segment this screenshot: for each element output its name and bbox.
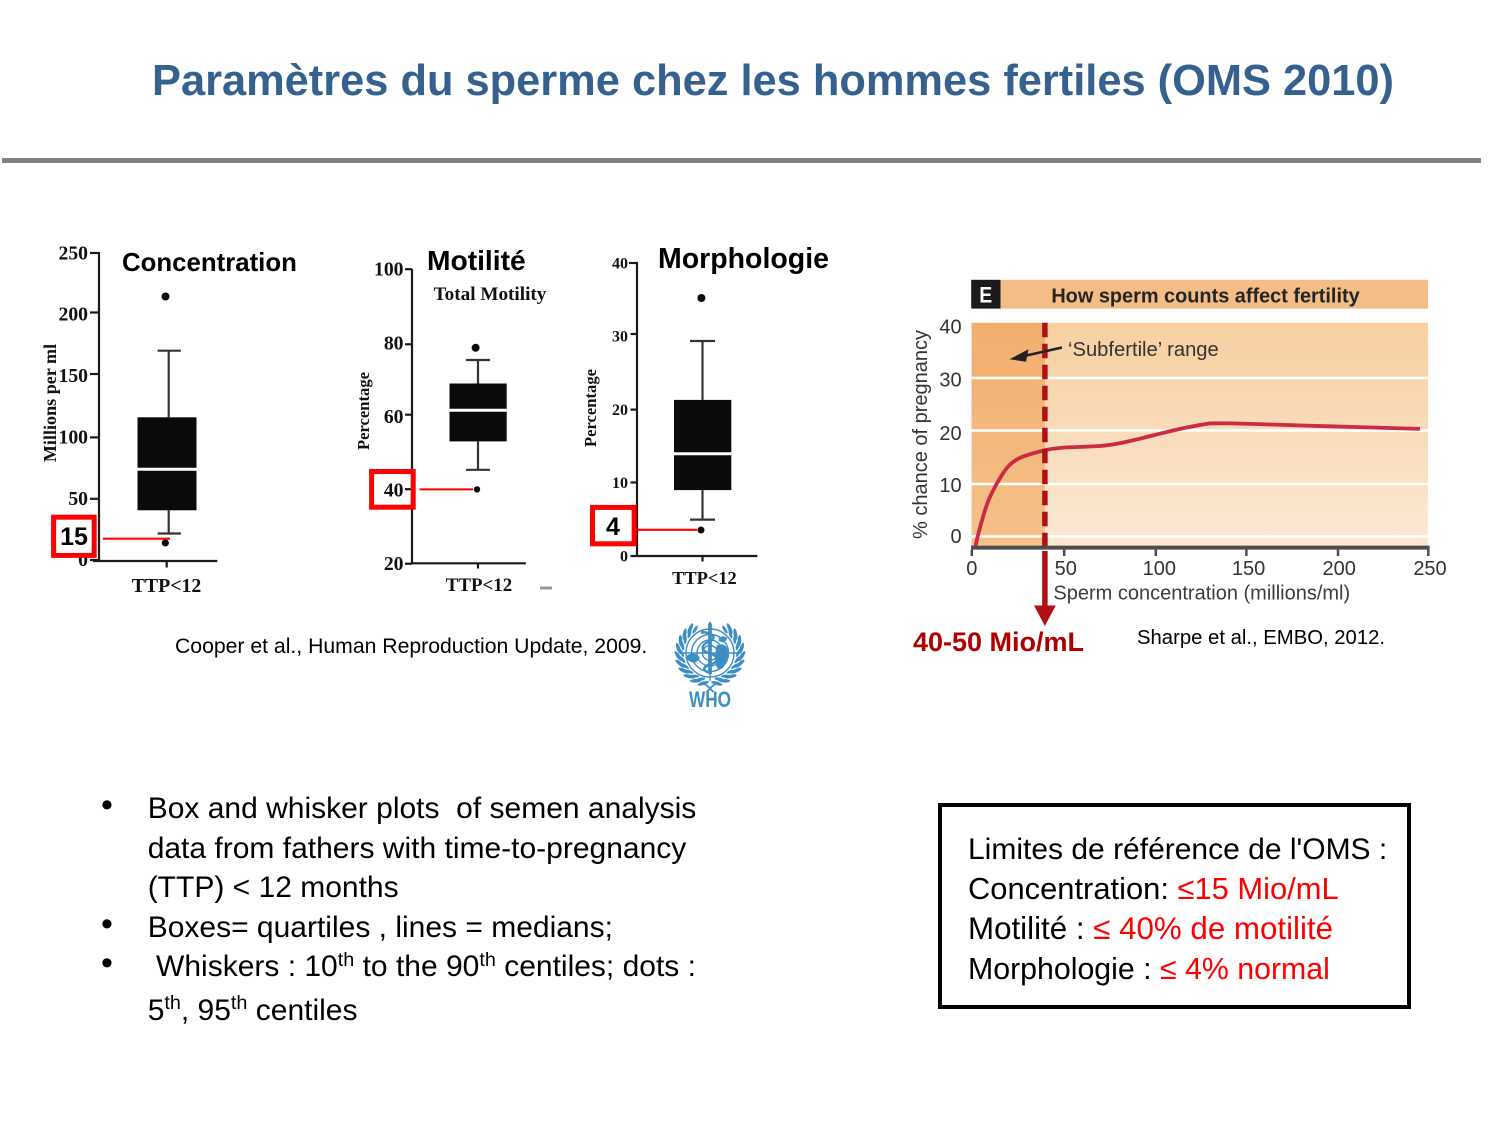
svg-text:15: 15: [60, 523, 88, 551]
svg-text:Total Motility: Total Motility: [434, 284, 547, 305]
svg-text:100: 100: [374, 259, 404, 281]
svg-text:Millions per ml: Millions per ml: [40, 344, 60, 462]
svg-text:0: 0: [950, 526, 961, 548]
svg-text:40: 40: [384, 480, 404, 502]
svg-text:50: 50: [68, 488, 88, 510]
svg-text:20: 20: [939, 423, 961, 445]
svg-text:E: E: [979, 283, 992, 308]
svg-text:TTP<12: TTP<12: [672, 568, 737, 588]
svg-text:Sperm concentration (millions/: Sperm concentration (millions/ml): [1053, 582, 1350, 604]
svg-text:Morphologie: Morphologie: [658, 243, 829, 275]
svg-text:100: 100: [58, 427, 88, 449]
svg-text:How sperm counts affect fertil: How sperm counts affect fertility: [1051, 286, 1359, 308]
svg-text:50: 50: [1055, 558, 1077, 580]
svg-text:40: 40: [939, 316, 961, 338]
svg-text:150: 150: [58, 365, 88, 387]
svg-text:Percentage: Percentage: [581, 369, 600, 447]
svg-text:250: 250: [58, 243, 88, 265]
svg-text:200: 200: [58, 304, 88, 326]
svg-text:TTP<12: TTP<12: [446, 575, 512, 596]
svg-text:60: 60: [384, 406, 404, 428]
svg-text:10: 10: [939, 475, 961, 497]
svg-text:20: 20: [384, 553, 404, 575]
svg-text:80: 80: [384, 332, 404, 354]
svg-text:30: 30: [612, 329, 628, 346]
svg-text:100: 100: [1143, 558, 1176, 580]
svg-text:0: 0: [620, 548, 628, 565]
svg-text:30: 30: [939, 369, 961, 391]
svg-text:20: 20: [612, 402, 628, 419]
svg-text:40: 40: [612, 255, 628, 272]
svg-text:0: 0: [78, 549, 88, 571]
svg-text:Percentage: Percentage: [354, 372, 373, 450]
svg-text:% chance of pregnancy: % chance of pregnancy: [910, 330, 932, 539]
svg-text:Concentration: Concentration: [122, 249, 297, 277]
svg-text:250: 250: [1413, 558, 1446, 580]
svg-text:4: 4: [606, 513, 620, 541]
svg-text:TTP<12: TTP<12: [132, 575, 202, 597]
svg-text:200: 200: [1323, 558, 1356, 580]
svg-text:WHO: WHO: [689, 687, 731, 712]
svg-text:150: 150: [1232, 558, 1265, 580]
svg-text:Motilité: Motilité: [427, 244, 526, 276]
svg-text:‘Subfertile’ range: ‘Subfertile’ range: [1068, 339, 1219, 361]
svg-text:0: 0: [966, 558, 977, 580]
svg-text:10: 10: [612, 475, 628, 492]
